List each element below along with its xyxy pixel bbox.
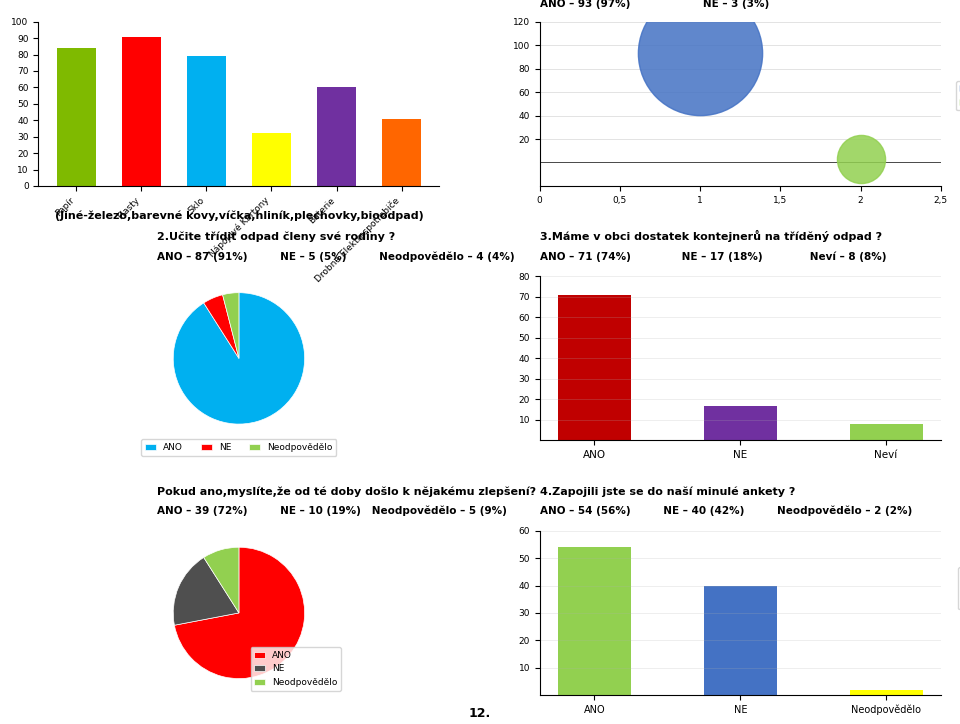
Text: 3.Máme v obci dostatek kontejnerů na tříděný odpad ?: 3.Máme v obci dostatek kontejnerů na tří… [540, 230, 882, 242]
Text: 2.Učite třídit odpad členy své rodiny ?: 2.Učite třídit odpad členy své rodiny ? [156, 232, 396, 242]
Bar [558, 547, 631, 695]
Text: 4.Zapojili jste se do naší minulé ankety ?: 4.Zapojili jste se do naší minulé ankety… [540, 487, 795, 497]
Legend: ANO, NE, Neodpovědělo: ANO, NE, Neodpovědělo [141, 439, 337, 455]
Text: ANO – 39 (72%)         NE – 10 (19%)   Neodpovědělo – 5 (9%): ANO – 39 (72%) NE – 10 (19%) Neodpověděl… [156, 506, 507, 516]
Wedge shape [204, 547, 239, 613]
Bar [850, 424, 923, 440]
Bar [317, 88, 356, 186]
Bar [252, 133, 291, 186]
Wedge shape [173, 292, 304, 424]
Wedge shape [223, 292, 239, 358]
Text: ANO – 93 (97%)                    NE – 3 (3%): ANO – 93 (97%) NE – 3 (3%) [540, 0, 769, 9]
Bar [382, 119, 421, 186]
Text: ANO – 87 (91%)         NE – 5 (5%)         Neodpovědělo – 4 (4%): ANO – 87 (91%) NE – 5 (5%) Neodpovědělo … [156, 251, 515, 262]
Text: 12.: 12. [468, 707, 492, 720]
Text: ANO – 71 (74%)              NE – 17 (18%)             Neví – 8 (8%): ANO – 71 (74%) NE – 17 (18%) Neví – 8 (8… [540, 251, 886, 262]
Point [852, 153, 868, 165]
Bar [558, 295, 631, 440]
Legend: ANO, NE: ANO, NE [956, 81, 960, 111]
Bar [704, 586, 777, 695]
Bar [122, 36, 161, 186]
Text: Pokud ano,myslíte,že od té doby došlo k nějakému zlepšení?: Pokud ano,myslíte,že od té doby došlo k … [156, 487, 536, 497]
Wedge shape [204, 295, 239, 358]
Bar [187, 56, 226, 186]
Text: (Jiné-železo,barevné kovy,víčka,hliník,plechovky,bioodpad): (Jiné-železo,barevné kovy,víčka,hliník,p… [55, 210, 423, 221]
Bar [57, 48, 96, 186]
Wedge shape [175, 547, 304, 678]
Text: ANO – 54 (56%)         NE – 40 (42%)         Neodpovědělo – 2 (2%): ANO – 54 (56%) NE – 40 (42%) Neodpověděl… [540, 506, 912, 516]
Point [692, 48, 708, 59]
Bar [704, 405, 777, 440]
Wedge shape [173, 557, 239, 626]
Legend: ANO, NE, Neodpovědělo: ANO, NE, Neodpovědělo [251, 647, 341, 691]
Legend: ANO, NE, Neodpovědělo: ANO, NE, Neodpovědělo [958, 568, 960, 610]
Bar [850, 689, 923, 695]
